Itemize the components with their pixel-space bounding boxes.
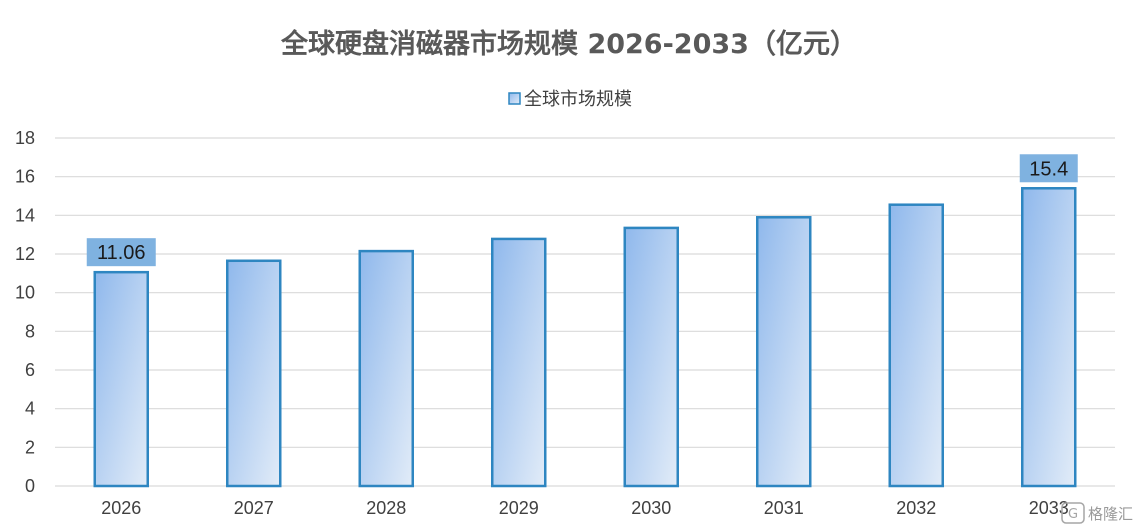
x-tick-label: 2033 [1029,498,1069,518]
y-tick-label: 2 [25,437,35,457]
x-tick-label: 2029 [499,498,539,518]
x-tick-label: 2027 [234,498,274,518]
bar-2027 [226,259,282,488]
legend-swatch [508,92,521,105]
y-axis: 0 2 4 6 8 10 12 14 16 18 [15,128,35,496]
y-tick-label: 4 [25,399,35,419]
bar-2028 [358,249,414,488]
y-tick-label: 16 [15,167,35,187]
data-label-bg [1019,154,1078,183]
bar-2026 [93,270,149,488]
y-tick-label: 6 [25,360,35,380]
g-logo-letter: G [1068,507,1078,522]
bar-2029 [491,237,547,488]
g-logo-icon [1061,502,1085,524]
legend-label: 全球市场规模 [524,89,632,110]
bar-2033 [1021,187,1077,488]
bars [93,187,1077,488]
y-tick-label: 10 [15,283,35,303]
data-label: 11.06 [97,242,146,264]
y-tick-label: 14 [15,205,35,225]
data-label-bg [86,238,156,267]
bar-2032 [888,203,944,488]
y-tick-label: 8 [25,321,35,341]
x-tick-label: 2031 [764,498,804,518]
bar-2030 [623,226,679,488]
y-tick-label: 0 [25,476,35,496]
x-tick-label: 2030 [631,498,671,518]
x-tick-label: 2032 [896,498,936,518]
chart-title: 全球硬盘消磁器市场规模 2026-2033（亿元） [280,28,857,60]
y-tick-label: 12 [15,244,35,264]
x-axis: 2026 2027 2028 2029 2030 2031 2032 2033 [101,498,1069,518]
watermark-text: 格隆汇 [1088,505,1133,523]
data-label: 15.4 [1029,158,1068,180]
watermark: G 格隆汇 [1061,502,1133,524]
y-tick-label: 18 [15,128,35,148]
x-tick-label: 2026 [101,498,141,518]
data-labels: 11.06 15.4 [86,154,1078,267]
legend: 全球市场规模 [508,89,632,110]
gridlines [55,137,1115,487]
x-tick-label: 2028 [366,498,406,518]
bar-2031 [756,216,812,488]
